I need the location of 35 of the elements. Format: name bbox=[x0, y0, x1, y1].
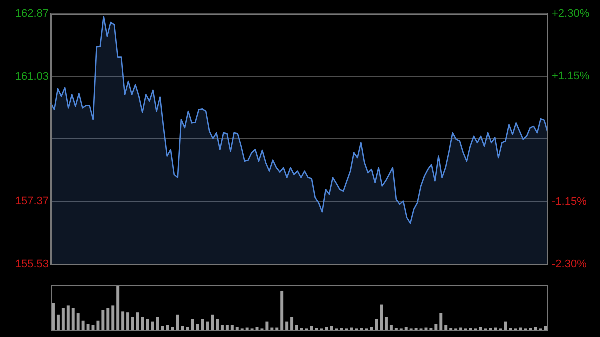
bar bbox=[375, 320, 378, 331]
bar bbox=[156, 317, 160, 331]
y2-tick-label: +2.30% bbox=[552, 8, 590, 20]
bar bbox=[72, 308, 75, 331]
bar bbox=[112, 306, 115, 331]
bar bbox=[201, 320, 204, 331]
bar bbox=[384, 317, 388, 331]
bar bbox=[216, 320, 219, 331]
bar bbox=[66, 306, 70, 331]
y-tick-label: 161.03 bbox=[15, 70, 49, 83]
bar bbox=[290, 317, 294, 331]
y2-tick-label: -1.15% bbox=[552, 196, 588, 208]
y-tick-label: 162.87 bbox=[15, 8, 49, 20]
y2-tick-label: -2.30% bbox=[552, 258, 588, 270]
bar bbox=[211, 314, 214, 331]
bar bbox=[141, 317, 144, 331]
bar bbox=[62, 308, 65, 331]
bar bbox=[191, 320, 194, 331]
y-tick-label: 155.53 bbox=[15, 258, 49, 270]
bar bbox=[132, 317, 134, 331]
bar bbox=[440, 313, 443, 331]
bar bbox=[106, 308, 110, 331]
y2-tick-label: +1.15% bbox=[552, 70, 590, 83]
y-tick-label: 157.37 bbox=[15, 196, 49, 208]
bar bbox=[76, 314, 80, 331]
bar bbox=[102, 310, 105, 331]
bar bbox=[56, 314, 60, 331]
bar bbox=[122, 312, 125, 331]
bar bbox=[146, 320, 150, 331]
bar bbox=[116, 285, 120, 331]
bar bbox=[136, 312, 140, 331]
bar bbox=[380, 304, 383, 331]
bar bbox=[280, 290, 284, 331]
bar bbox=[52, 303, 55, 331]
bar bbox=[126, 312, 130, 331]
